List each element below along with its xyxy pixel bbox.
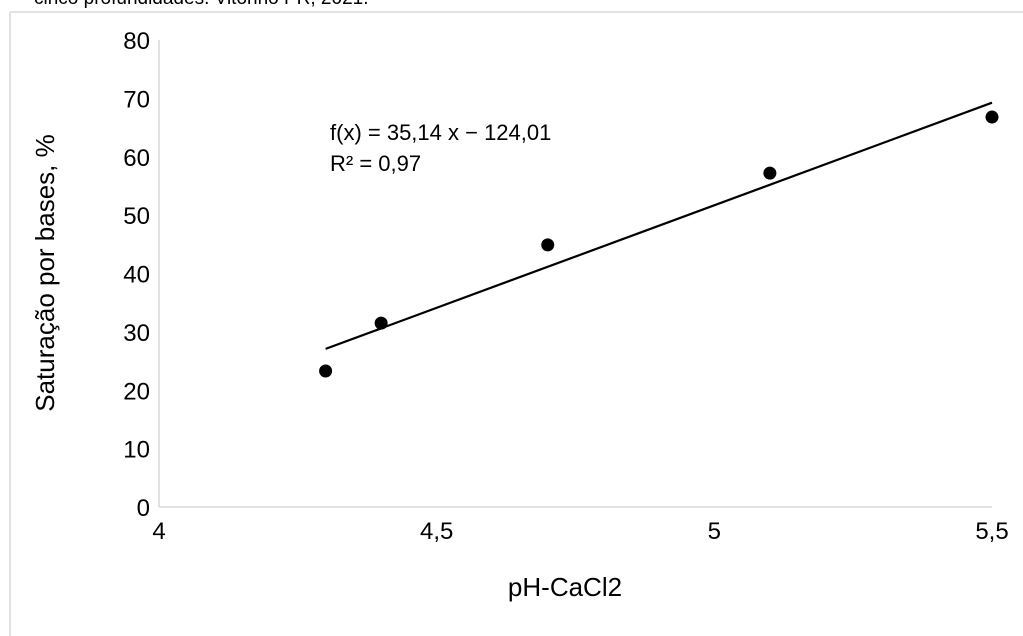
y-tick-label: 30 xyxy=(123,320,150,347)
x-tick-label: 5,5 xyxy=(975,518,1008,545)
trendline xyxy=(325,101,993,350)
y-tick-label: 0 xyxy=(137,495,150,522)
data-points xyxy=(319,110,999,378)
x-axis-title: pH-CaCl2 xyxy=(508,572,622,602)
y-tick-label: 70 xyxy=(123,86,150,113)
x-tick-label: 4 xyxy=(152,518,165,545)
figure-caption: cinco profundidades. Vitorino PR, 2021. xyxy=(34,0,368,10)
data-point xyxy=(763,166,777,180)
r-squared-label: R² = 0,97 xyxy=(330,151,421,176)
y-tick-label: 20 xyxy=(123,378,150,405)
y-tick-labels: 0 10 20 30 40 50 60 70 80 xyxy=(123,28,150,522)
y-tick-label: 60 xyxy=(123,145,150,172)
y-tick-label: 40 xyxy=(123,262,150,289)
data-point xyxy=(319,364,333,378)
data-point xyxy=(374,316,388,330)
trendline-equation: f(x) = 35,14 x − 124,01 xyxy=(330,120,551,145)
y-tick-label: 50 xyxy=(123,203,150,230)
y-tick-label: 80 xyxy=(123,28,150,55)
data-point xyxy=(541,238,555,252)
x-tick-labels: 4 4,5 5 5,5 xyxy=(152,518,1008,545)
data-point xyxy=(985,110,999,124)
y-tick-label: 10 xyxy=(123,437,150,464)
x-tick-label: 4,5 xyxy=(420,518,453,545)
y-axis-title: Saturação por bases, % xyxy=(30,134,60,412)
x-tick-label: 5 xyxy=(708,518,721,545)
